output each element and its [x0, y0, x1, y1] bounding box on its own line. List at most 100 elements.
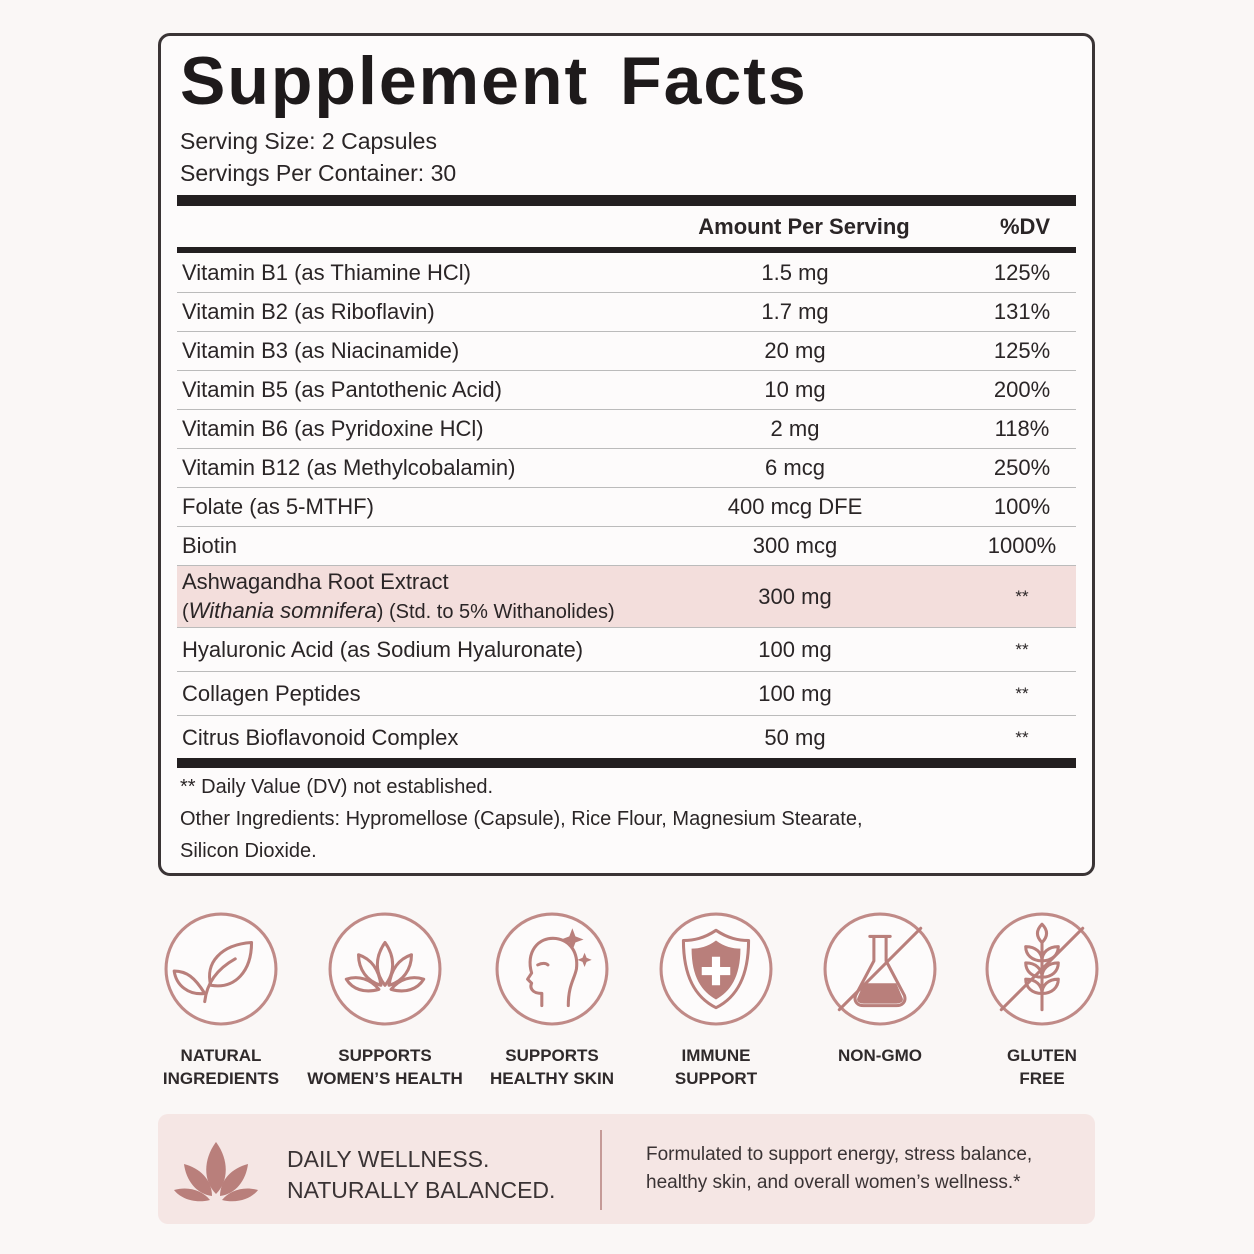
- badge-label: SUPPORTS HEALTHY SKIN: [472, 1044, 632, 1090]
- daily-value: 200%: [993, 377, 1051, 402]
- badge-line: INGREDIENTS: [162, 1069, 280, 1088]
- row: Collagen Peptides 100 mg **: [177, 672, 1076, 716]
- ingredient-name: Vitamin B1 (as Thiamine HCl): [182, 260, 471, 285]
- badge-icon: [495, 912, 609, 1026]
- description-line: Formulated to support energy, stress bal…: [646, 1144, 1033, 1165]
- headline: DAILY WELLNESS. NATURALLY BALANCED.: [287, 1144, 555, 1206]
- badge: SUPPORTS WOMEN’S HEALTH: [305, 912, 465, 1090]
- amount: 2 mg: [770, 416, 820, 441]
- other-ingredients: Other Ingredients: Hypromellose (Capsule…: [180, 808, 863, 830]
- divider: [600, 1130, 602, 1210]
- dv-header: %DV: [999, 214, 1051, 239]
- amount: 20 mg: [764, 338, 826, 363]
- title: Supplement Facts: [180, 43, 808, 119]
- daily-value: **: [1015, 639, 1029, 659]
- daily-value: 100%: [993, 494, 1051, 519]
- row: Vitamin B5 (as Pantothenic Acid) 10 mg 200…: [177, 371, 1076, 410]
- detail-part: ) (Std. to 5% Withanolides): [376, 600, 615, 623]
- daily-value: **: [1015, 683, 1029, 703]
- ingredient-name: Ashwagandha Root Extract (Withania somnif…: [182, 567, 615, 627]
- detail-part: (: [182, 600, 189, 623]
- ingredient-name: Vitamin B5 (as Pantothenic Acid): [182, 377, 502, 402]
- row: Biotin 300 mcg 1000%: [177, 527, 1076, 566]
- badge-line: SUPPORTS: [338, 1046, 432, 1065]
- description-line: healthy skin, and overall women’s wellne…: [646, 1172, 1021, 1193]
- ingredient-name: Vitamin B3 (as Niacinamide): [182, 338, 460, 363]
- name-line: Ashwagandha Root Extract: [182, 568, 449, 594]
- badge-icon: [659, 912, 773, 1026]
- rule: [177, 247, 1076, 253]
- badge-icon: [985, 912, 1099, 1026]
- badge-line: IMMUNE: [681, 1046, 751, 1065]
- ingredient-name: Folate (as 5-MTHF): [182, 494, 374, 519]
- badge-line: FREE: [1019, 1069, 1065, 1088]
- badge-line: NATURAL: [180, 1046, 262, 1065]
- row: Vitamin B6 (as Pyridoxine HCl) 2 mg 118%: [177, 410, 1076, 449]
- daily-value: **: [1015, 727, 1029, 747]
- footnote: ** Daily Value (DV) not established.: [180, 776, 494, 798]
- daily-value: 125%: [993, 338, 1051, 363]
- daily-value: 131%: [993, 299, 1051, 324]
- amount: 300 mcg: [752, 533, 838, 558]
- daily-value: **: [1015, 586, 1029, 606]
- badge-label: NATURAL INGREDIENTS: [141, 1044, 301, 1090]
- amount: 300 mg: [758, 583, 832, 609]
- badge: IMMUNE SUPPORT: [636, 912, 796, 1090]
- ingredient-name: Vitamin B2 (as Riboflavin): [182, 299, 435, 324]
- row: Vitamin B1 (as Thiamine HCl) 1.5 mg 125%: [177, 254, 1076, 293]
- ingredient-name: Vitamin B12 (as Methylcobalamin): [182, 455, 516, 480]
- amount: 100 mg: [758, 636, 832, 662]
- thick-rule: [177, 195, 1076, 206]
- amount: 1.5 mg: [761, 260, 829, 285]
- row: Vitamin B12 (as Methylcobalamin) 6 mcg 250…: [177, 449, 1076, 488]
- amount: 100 mg: [758, 680, 832, 706]
- description: Formulated to support energy, stress bal…: [646, 1141, 1032, 1197]
- badge-label: IMMUNE SUPPORT: [636, 1044, 796, 1090]
- badge: NON-GMO: [800, 912, 960, 1067]
- headline-line: DAILY WELLNESS.: [287, 1146, 490, 1172]
- ingredient-name: Biotin: [182, 533, 238, 558]
- amount: 10 mg: [764, 377, 826, 402]
- row: Hyaluronic Acid (as Sodium Hyaluronate) 1…: [177, 628, 1076, 672]
- badge-line: GLUTEN: [1007, 1046, 1077, 1065]
- amount: 400 mcg DFE: [727, 494, 863, 519]
- name-detail: (Withania somnifera) (Std. to 5% Withano…: [182, 596, 615, 627]
- badge: NATURAL INGREDIENTS: [141, 912, 301, 1090]
- daily-value: 118%: [994, 416, 1050, 441]
- row: Vitamin B2 (as Riboflavin) 1.7 mg 131%: [177, 293, 1076, 332]
- row: Folate (as 5-MTHF) 400 mcg DFE 100%: [177, 488, 1076, 527]
- ingredient-name: Citrus Bioflavonoid Complex: [182, 724, 459, 750]
- detail-part: Withania somnifera: [188, 597, 377, 623]
- ingredient-name: Collagen Peptides: [182, 680, 361, 706]
- badge-line: HEALTHY SKIN: [489, 1069, 615, 1088]
- servings-per-container: Servings Per Container: 30: [180, 160, 457, 186]
- leaf-icon: [174, 1142, 258, 1202]
- other-ingredients: Silicon Dioxide.: [180, 840, 317, 862]
- row: Vitamin B3 (as Niacinamide) 20 mg 125%: [177, 332, 1076, 371]
- banner: DAILY WELLNESS. NATURALLY BALANCED. Form…: [158, 1114, 1095, 1224]
- badge-label: SUPPORTS WOMEN’S HEALTH: [305, 1044, 465, 1090]
- serving-size: Serving Size: 2 Capsules: [180, 128, 437, 154]
- amount: 6 mcg: [765, 455, 825, 480]
- daily-value: 125%: [993, 260, 1051, 285]
- badge: GLUTEN FREE: [962, 912, 1122, 1090]
- badge-label: NON-GMO: [800, 1044, 960, 1067]
- headline-line: NATURALLY BALANCED.: [287, 1177, 556, 1203]
- badge-icon: [164, 912, 278, 1026]
- ingredient-name: Vitamin B6 (as Pyridoxine HCl): [182, 416, 484, 441]
- row: Citrus Bioflavonoid Complex 50 mg **: [177, 716, 1076, 760]
- row: Ashwagandha Root Extract (Withania somnif…: [177, 566, 1076, 628]
- amount: 1.7 mg: [761, 299, 829, 324]
- badge-icon: [328, 912, 442, 1026]
- badge: SUPPORTS HEALTHY SKIN: [472, 912, 632, 1090]
- badge-icon: [823, 912, 937, 1026]
- badge-line: NON-GMO: [837, 1046, 923, 1065]
- facts-panel: [158, 33, 1095, 876]
- amount: 50 mg: [764, 724, 826, 750]
- ingredient-name: Hyaluronic Acid (as Sodium Hyaluronate): [182, 636, 584, 662]
- daily-value: 1000%: [987, 533, 1057, 558]
- amount-header: Amount Per Serving: [698, 214, 910, 239]
- badge-line: WOMEN’S HEALTH: [307, 1069, 463, 1088]
- badge-line: SUPPORT: [674, 1069, 758, 1088]
